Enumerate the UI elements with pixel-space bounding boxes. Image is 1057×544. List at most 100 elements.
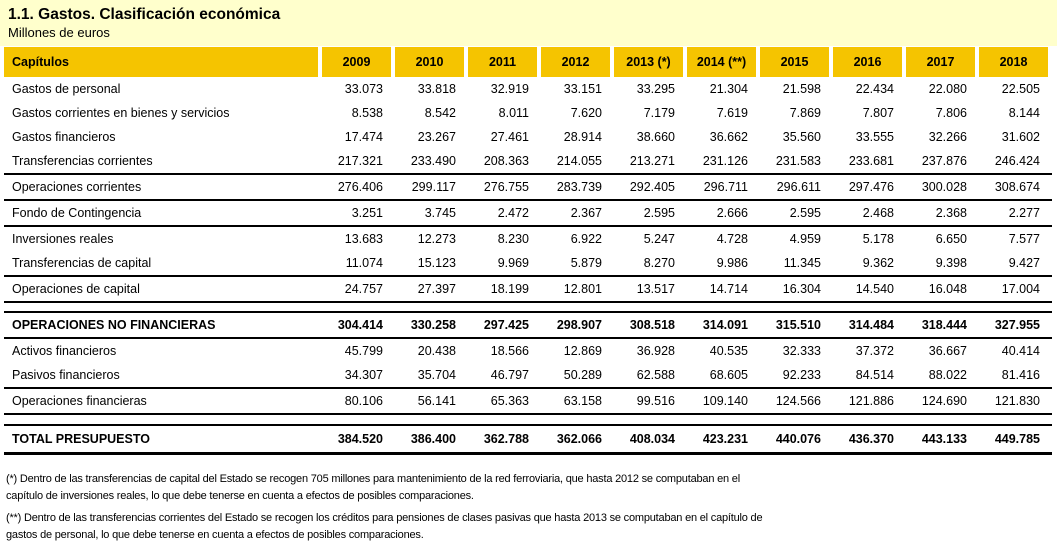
cell-value: 35.704 bbox=[417, 368, 456, 382]
cell-value: 99.516 bbox=[636, 394, 675, 408]
cell-value: 7.806 bbox=[935, 106, 967, 120]
cell-value: 5.178 bbox=[862, 232, 894, 246]
cell-value: 40.414 bbox=[1001, 344, 1040, 358]
cell-value: 21.304 bbox=[709, 82, 748, 96]
cell-value: 330.258 bbox=[410, 318, 456, 332]
cell-value: 34.307 bbox=[344, 368, 383, 382]
cell-value: 121.830 bbox=[994, 394, 1040, 408]
cell-value: 15.123 bbox=[417, 256, 456, 270]
row-label: Transferencias corrientes bbox=[12, 154, 153, 168]
row-label: TOTAL PRESUPUESTO bbox=[12, 432, 150, 446]
cell-value: 4.728 bbox=[716, 232, 748, 246]
row-label: Operaciones de capital bbox=[12, 282, 140, 296]
page-subtitle: Millones de euros bbox=[8, 25, 110, 40]
table-row: TOTAL PRESUPUESTO 384.520 386.400 362.788 36… bbox=[4, 426, 1052, 455]
cell-value: 32.333 bbox=[782, 344, 821, 358]
footnotes: (*) Dentro de las transferencias de capi… bbox=[6, 471, 766, 544]
cell-value: 11.345 bbox=[783, 256, 821, 270]
cell-value: 7.620 bbox=[570, 106, 602, 120]
cell-value: 2.472 bbox=[497, 206, 529, 220]
table-row: Transferencias de capital 11.074 15.123 9.9… bbox=[4, 251, 1052, 277]
cell-value: 327.955 bbox=[994, 318, 1040, 332]
cell-value: 7.577 bbox=[1008, 232, 1040, 246]
cell-value: 4.959 bbox=[789, 232, 821, 246]
cell-value: 2.277 bbox=[1008, 206, 1040, 220]
cell-value: 408.034 bbox=[629, 432, 675, 446]
cell-value: 362.788 bbox=[483, 432, 529, 446]
cell-value: 56.141 bbox=[417, 394, 456, 408]
cell-value: 12.869 bbox=[563, 344, 602, 358]
cell-value: 308.518 bbox=[629, 318, 675, 332]
cell-value: 276.755 bbox=[483, 180, 529, 194]
row-label: Gastos corrientes en bienes y servicios bbox=[12, 106, 230, 120]
cell-value: 6.922 bbox=[570, 232, 602, 246]
cell-value: 7.179 bbox=[643, 106, 675, 120]
cell-value: 16.304 bbox=[782, 282, 821, 296]
cell-value: 33.555 bbox=[855, 130, 894, 144]
cell-value: 40.535 bbox=[709, 344, 748, 358]
cell-value: 22.080 bbox=[928, 82, 967, 96]
cell-value: 38.660 bbox=[636, 130, 675, 144]
cell-value: 9.986 bbox=[716, 256, 748, 270]
table-header-row: Capítulos 2009 2010 2011 2012 2013 (*) 2014 (… bbox=[4, 47, 1052, 77]
cell-value: 45.799 bbox=[344, 344, 383, 358]
table-row: Operaciones financieras 80.106 56.141 65.36… bbox=[4, 389, 1052, 415]
cell-value: 296.611 bbox=[776, 180, 821, 194]
cell-value: 17.004 bbox=[1001, 282, 1040, 296]
page-title: 1.1. Gastos. Clasificación económica bbox=[8, 6, 281, 23]
cell-value: 109.140 bbox=[702, 394, 748, 408]
table-row: Pasivos financieros 34.307 35.704 46.797 50.… bbox=[4, 363, 1052, 389]
table-body: Gastos de personal 33.073 33.818 32.919 33.1… bbox=[4, 77, 1052, 455]
table-row: OPERACIONES NO FINANCIERAS 304.414 330.258… bbox=[4, 313, 1052, 339]
cell-value: 233.490 bbox=[410, 154, 456, 168]
row-label: Inversiones reales bbox=[12, 232, 114, 246]
cell-value: 12.273 bbox=[417, 232, 456, 246]
table-row: Operaciones de capital 24.757 27.397 18.199… bbox=[4, 277, 1052, 303]
cell-value: 217.321 bbox=[337, 154, 383, 168]
cell-value: 386.400 bbox=[410, 432, 456, 446]
header-year: 2018 bbox=[979, 47, 1048, 77]
cell-value: 27.461 bbox=[490, 130, 529, 144]
cell-value: 231.583 bbox=[775, 154, 821, 168]
cell-value: 33.073 bbox=[344, 82, 383, 96]
cell-value: 308.674 bbox=[994, 180, 1040, 194]
cell-value: 17.474 bbox=[344, 130, 383, 144]
row-label: Gastos de personal bbox=[12, 82, 121, 96]
cell-value: 36.667 bbox=[928, 344, 967, 358]
section-spacer bbox=[4, 303, 1052, 313]
cell-value: 208.363 bbox=[483, 154, 529, 168]
cell-value: 68.605 bbox=[709, 368, 748, 382]
footnote-asterisk: (*) Dentro de las transferencias de capi… bbox=[6, 473, 740, 502]
table-row: Gastos de personal 33.073 33.818 32.919 33.1… bbox=[4, 77, 1052, 101]
cell-value: 3.745 bbox=[424, 206, 456, 220]
cell-value: 37.372 bbox=[855, 344, 894, 358]
cell-value: 276.406 bbox=[337, 180, 383, 194]
cell-value: 299.117 bbox=[411, 180, 456, 194]
table-row: Activos financieros 45.799 20.438 18.566 12.… bbox=[4, 339, 1052, 363]
row-label: Operaciones corrientes bbox=[12, 180, 142, 194]
cell-value: 18.199 bbox=[490, 282, 529, 296]
cell-value: 62.588 bbox=[636, 368, 675, 382]
cell-value: 318.444 bbox=[921, 318, 967, 332]
cell-value: 35.560 bbox=[782, 130, 821, 144]
cell-value: 231.126 bbox=[702, 154, 748, 168]
cell-value: 13.683 bbox=[344, 232, 383, 246]
cell-value: 8.230 bbox=[497, 232, 529, 246]
cell-value: 2.368 bbox=[935, 206, 967, 220]
cell-value: 13.517 bbox=[636, 282, 675, 296]
table-row: Fondo de Contingencia 3.251 3.745 2.472 2.36… bbox=[4, 201, 1052, 227]
cell-value: 314.484 bbox=[848, 318, 894, 332]
cell-value: 46.797 bbox=[490, 368, 529, 382]
cell-value: 297.476 bbox=[848, 180, 894, 194]
table-row: Operaciones corrientes 276.406 299.117 276.… bbox=[4, 173, 1052, 201]
cell-value: 2.367 bbox=[570, 206, 602, 220]
cell-value: 20.438 bbox=[417, 344, 456, 358]
budget-table: Capítulos 2009 2010 2011 2012 2013 (*) 2014 (… bbox=[4, 47, 1052, 455]
cell-value: 33.151 bbox=[563, 82, 602, 96]
cell-value: 233.681 bbox=[848, 154, 894, 168]
table-row: Gastos corrientes en bienes y servicios 8… bbox=[4, 101, 1052, 125]
cell-value: 24.757 bbox=[344, 282, 383, 296]
cell-value: 7.807 bbox=[862, 106, 894, 120]
cell-value: 6.650 bbox=[935, 232, 967, 246]
cell-value: 2.468 bbox=[862, 206, 894, 220]
